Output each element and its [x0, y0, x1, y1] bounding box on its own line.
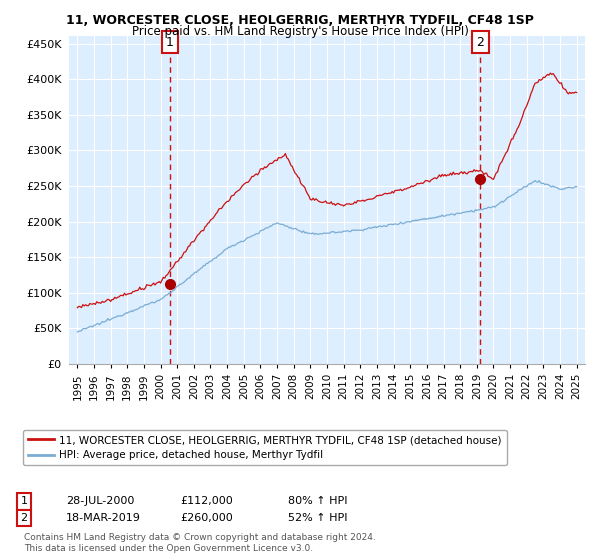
Text: 11, WORCESTER CLOSE, HEOLGERRIG, MERTHYR TYDFIL, CF48 1SP: 11, WORCESTER CLOSE, HEOLGERRIG, MERTHYR… — [66, 14, 534, 27]
Text: Price paid vs. HM Land Registry's House Price Index (HPI): Price paid vs. HM Land Registry's House … — [131, 25, 469, 38]
Text: 2: 2 — [20, 513, 28, 523]
Text: 2: 2 — [476, 36, 484, 49]
Text: 1: 1 — [20, 496, 28, 506]
Text: Contains HM Land Registry data © Crown copyright and database right 2024.
This d: Contains HM Land Registry data © Crown c… — [24, 533, 376, 553]
Legend: 11, WORCESTER CLOSE, HEOLGERRIG, MERTHYR TYDFIL, CF48 1SP (detached house), HPI:: 11, WORCESTER CLOSE, HEOLGERRIG, MERTHYR… — [23, 430, 507, 465]
Text: 18-MAR-2019: 18-MAR-2019 — [66, 513, 141, 523]
Text: 28-JUL-2000: 28-JUL-2000 — [66, 496, 134, 506]
Text: 52% ↑ HPI: 52% ↑ HPI — [288, 513, 347, 523]
Text: 80% ↑ HPI: 80% ↑ HPI — [288, 496, 347, 506]
Text: 1: 1 — [166, 36, 174, 49]
Text: £112,000: £112,000 — [180, 496, 233, 506]
Text: £260,000: £260,000 — [180, 513, 233, 523]
